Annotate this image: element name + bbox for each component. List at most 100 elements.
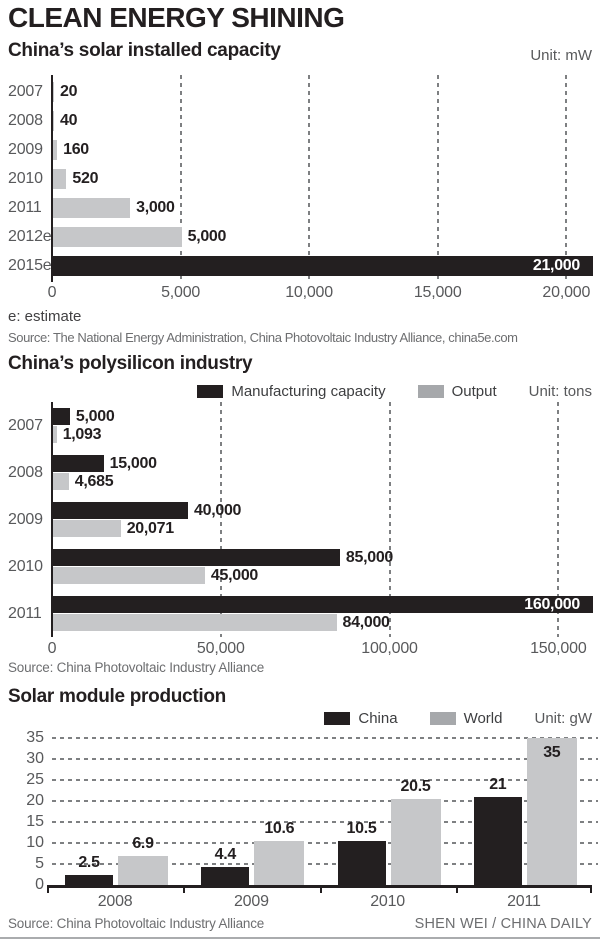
bar-2011-china: [473, 796, 522, 885]
y-axis-tick-label: 10: [26, 834, 44, 851]
gridline: [557, 402, 560, 637]
legend-item-world: World: [429, 709, 503, 727]
category-label-2012e: 2012e: [8, 228, 52, 245]
x-axis-category-label: 2010: [370, 893, 405, 910]
chart1-footnote: e: estimate: [8, 308, 82, 325]
chart3-plot-area: 0 5 10 15 20 25 30 35 2.5 6.9 2008 4.4 10.6 2009 10.5 2…: [0, 728, 600, 914]
bar-value-label: 160: [63, 141, 89, 158]
legend-label: China: [358, 709, 398, 727]
category-label-2007: 2007: [8, 83, 43, 100]
category-label-2011: 2011: [8, 605, 42, 622]
bar-2010-china: [337, 840, 386, 885]
y-axis-tick-label: 20: [26, 792, 44, 809]
category-label-2010: 2010: [8, 558, 43, 575]
legend-label: World: [463, 709, 503, 727]
category-label-2008: 2008: [8, 464, 43, 481]
chart3-legend: China World Unit: gW: [324, 709, 592, 727]
gridline: [179, 75, 182, 282]
bar-value-label: 10.5: [346, 819, 377, 837]
chart2-unit-label: Unit: tons: [528, 382, 592, 400]
bar-value-label: 20,071: [126, 520, 174, 537]
chart2-source: Source: China Photovoltaic Industry Alli…: [8, 660, 265, 675]
category-label-2015e: 2015e: [8, 257, 52, 274]
x-axis-tick-mark: [183, 885, 186, 893]
bar-value-label: 520: [72, 170, 99, 187]
x-axis-tick-mark: [455, 885, 458, 893]
bar-2010-manufacturing-capacity: [53, 549, 340, 566]
x-axis-category-label: 2008: [97, 893, 133, 910]
gridline: [52, 758, 598, 760]
bar-value-label: 6.9: [132, 835, 154, 852]
category-label-2008: 2008: [8, 112, 43, 129]
legend-swatch-gray: [429, 711, 456, 725]
bar-value-label: 20.5: [400, 777, 431, 795]
y-axis-line: [51, 402, 53, 637]
bar-value-label: 5,000: [75, 408, 115, 425]
bar-2011-world: [526, 738, 577, 885]
gridline: [52, 821, 598, 823]
bar-value-label: 40: [60, 112, 78, 129]
bar-2012e: [53, 227, 182, 247]
chart1-title: China’s solar installed capacity: [8, 40, 281, 61]
legend-swatch-gray: [417, 384, 444, 398]
bar-2010-world: [390, 798, 441, 885]
bar-value-label: 15,000: [109, 455, 157, 472]
legend-swatch-black: [324, 711, 351, 725]
chart1-plot-area: 2007 20 2008 40 2009 160 2010 520 2011 3,000 2012e…: [0, 72, 600, 301]
bottom-divider: [0, 937, 600, 939]
gridline: [565, 75, 568, 282]
legend-label: Manufacturing capacity: [231, 382, 386, 400]
bar-2007: [53, 82, 54, 102]
x-axis-tick-label: 10,000: [285, 284, 333, 301]
x-axis-tick-label: 0: [47, 640, 57, 657]
bar-2011: [53, 198, 131, 218]
page-title: CLEAN ENERGY SHINING: [8, 2, 345, 33]
y-axis-tick-label: 15: [26, 813, 44, 830]
x-axis-category-label: 2011: [507, 893, 541, 910]
bar-2008-china: [65, 874, 113, 885]
chart2-title: China’s polysilicon industry: [8, 353, 253, 374]
bar-value-label: 2.5: [78, 853, 100, 871]
legend-item-manufacturing-capacity: Manufacturing capacity: [197, 382, 386, 400]
category-label-2010: 2010: [8, 170, 43, 187]
chart1-source: Source: The National Energy Administrati…: [8, 330, 518, 345]
gridline: [388, 402, 391, 637]
category-label-2007: 2007: [8, 417, 43, 434]
category-label-2011: 2011: [8, 199, 42, 216]
gridline: [436, 75, 439, 282]
bar-2011-output: [53, 614, 337, 631]
gridline: [52, 863, 598, 865]
x-axis-tick-mark: [590, 885, 592, 893]
bar-2011-manufacturing-capacity: [53, 596, 593, 613]
x-axis-tick-label: 50,000: [196, 640, 245, 657]
bar-2008-output: [53, 473, 69, 490]
gridline: [52, 737, 598, 739]
chart1-unit-label: Unit: mW: [530, 47, 592, 64]
bar-2010-output: [53, 567, 205, 584]
bar-value-label: 5,000: [187, 228, 227, 245]
category-label-2009: 2009: [8, 511, 43, 528]
y-axis-tick-label: 0: [35, 876, 44, 893]
bar-value-label: 20: [60, 83, 78, 100]
bar-value-label: 21: [489, 775, 507, 793]
legend-item-output: Output: [417, 383, 497, 400]
x-axis-tick-mark: [319, 885, 322, 893]
bar-2008-manufacturing-capacity: [53, 455, 104, 472]
bar-2009: [53, 140, 58, 160]
y-axis-line: [51, 75, 53, 282]
chart2-legend: Manufacturing capacity Output Unit: tons: [197, 382, 592, 400]
bar-value-label: 1,093: [62, 426, 102, 443]
bar-value-label: 40,000: [194, 502, 242, 519]
x-axis-tick-label: 100,000: [361, 640, 418, 657]
bar-value-label: 85,000: [345, 549, 394, 566]
bar-value-label: 45,000: [210, 567, 259, 584]
bar-2015e: [53, 256, 593, 276]
bar-2008: [53, 111, 54, 131]
bar-2009-china: [201, 866, 250, 885]
chart3-title: Solar module production: [8, 686, 226, 707]
x-axis-tick-mark: [47, 885, 49, 893]
x-axis-tick-label: 15,000: [413, 284, 462, 301]
legend-swatch-black: [197, 384, 224, 398]
bar-2010: [53, 169, 67, 189]
